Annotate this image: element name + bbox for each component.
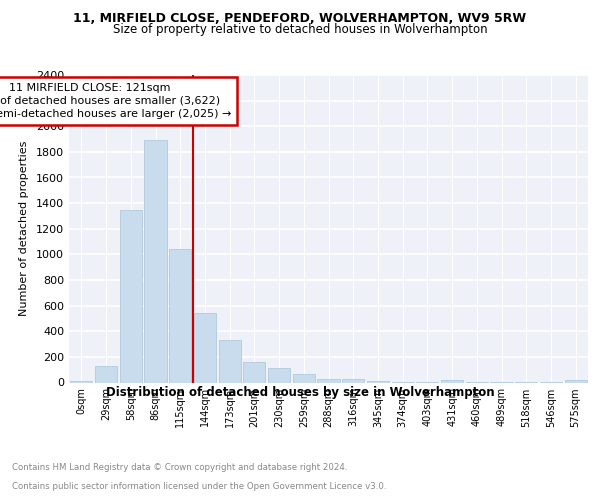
Bar (293, 374, 315, 382)
Bar (317, 378, 340, 382)
Text: Contains HM Land Registry data © Crown copyright and database right 2024.: Contains HM Land Registry data © Crown c… (12, 464, 347, 472)
Bar (218, 340, 241, 382)
Bar (268, 368, 290, 382)
Bar (169, 248, 191, 382)
Text: 11 MIRFIELD CLOSE: 121sqm
← 64% of detached houses are smaller (3,622)
36% of se: 11 MIRFIELD CLOSE: 121sqm ← 64% of detac… (0, 82, 232, 119)
Bar (367, 380, 389, 382)
Text: Contains public sector information licensed under the Open Government Licence v3: Contains public sector information licen… (12, 482, 386, 491)
Y-axis label: Number of detached properties: Number of detached properties (19, 141, 29, 316)
Bar (441, 380, 463, 382)
Bar (194, 314, 216, 382)
Bar (342, 380, 364, 382)
Bar (95, 366, 117, 382)
Bar (119, 210, 142, 382)
Bar (243, 362, 265, 382)
Text: 11, MIRFIELD CLOSE, PENDEFORD, WOLVERHAMPTON, WV9 5RW: 11, MIRFIELD CLOSE, PENDEFORD, WOLVERHAM… (73, 12, 527, 26)
Bar (565, 380, 587, 382)
Text: Size of property relative to detached houses in Wolverhampton: Size of property relative to detached ho… (113, 22, 487, 36)
Bar (145, 140, 167, 382)
Bar (70, 380, 92, 382)
Text: Distribution of detached houses by size in Wolverhampton: Distribution of detached houses by size … (106, 386, 494, 399)
